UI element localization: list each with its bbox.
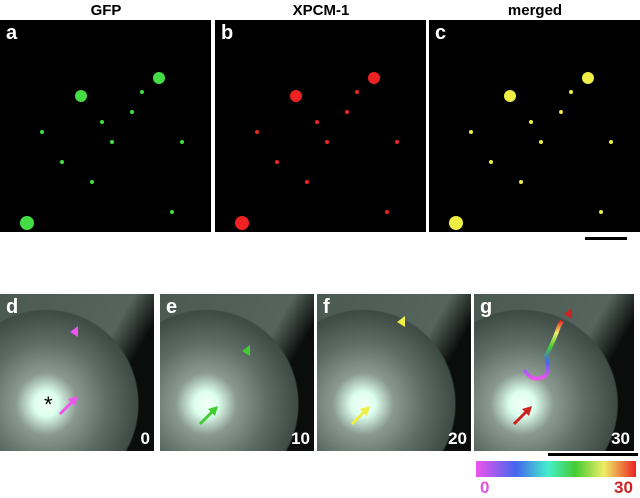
fluorescent-spot (255, 130, 259, 134)
fluorescent-spot (153, 72, 165, 84)
fluorescent-spot (140, 90, 144, 94)
panel-letter: g (480, 296, 493, 318)
panel-letter: a (6, 22, 18, 44)
fluorescent-spot (110, 140, 114, 144)
colorbar-max-label: 30 (614, 478, 633, 497)
fluorescent-spot (609, 140, 613, 144)
fluorescent-spot (449, 216, 463, 230)
panel-letter: c (435, 22, 447, 44)
fluorescent-spot (395, 140, 399, 144)
panel-letter: d (6, 296, 19, 318)
fluorescent-spot (599, 210, 603, 214)
arrow-markers (198, 345, 250, 426)
panel-e: e 10 (160, 294, 314, 451)
fluorescent-spot (368, 72, 380, 84)
arrowhead-marker (70, 326, 78, 337)
fluorescent-spot (90, 180, 94, 184)
panel-letter: b (221, 22, 234, 44)
fluorescent-spot (539, 140, 543, 144)
arrowhead-marker (242, 345, 250, 356)
fluorescent-spot (582, 72, 594, 84)
fluorescent-spot (290, 90, 302, 102)
arrow-markers (58, 326, 78, 416)
panel-f: f 20 (317, 294, 471, 451)
panel-a: a (0, 20, 211, 232)
fluorescent-spot (305, 180, 309, 184)
time-label: 30 (611, 429, 630, 448)
arrowhead-marker (397, 316, 405, 327)
scale-bar-bottom (548, 453, 638, 456)
panel-letter: f (323, 296, 330, 318)
fluorescent-spot (20, 216, 34, 230)
fluorescent-spot (170, 210, 174, 214)
fluorescent-spot (235, 216, 249, 230)
time-colorbar (476, 461, 636, 477)
panel-d: d * 0 (0, 294, 154, 451)
arrow-markers (512, 308, 572, 426)
scale-bar-top (585, 237, 627, 240)
fluorescent-spot (355, 90, 359, 94)
fluorescent-spot (345, 110, 349, 114)
fluorescent-spot (519, 180, 523, 184)
fluorescent-spot (385, 210, 389, 214)
panel-c: c (429, 20, 640, 232)
header-gfp: GFP (90, 2, 122, 19)
fluorescent-spot (60, 160, 64, 164)
fluorescent-spot (100, 120, 104, 124)
time-label: 20 (448, 429, 467, 448)
fluorescent-spot (569, 90, 573, 94)
fluorescent-spot (504, 90, 516, 102)
fluorescent-spot (469, 130, 473, 134)
fluorescent-spot (315, 120, 319, 124)
time-label: 10 (291, 429, 310, 448)
fluorescent-spot (40, 130, 44, 134)
fluorescent-spot (559, 110, 563, 114)
asterisk-marker: * (44, 392, 53, 417)
fluorescent-spot (75, 90, 87, 102)
header-xpcm1: XPCM-1 (292, 2, 350, 19)
fluorescent-spot (325, 140, 329, 144)
header-merged: merged (507, 2, 563, 19)
fluorescent-spot (275, 160, 279, 164)
arrow-markers (350, 316, 405, 426)
fluorescent-spot (180, 140, 184, 144)
fluorescent-spot (529, 120, 533, 124)
panel-letter: e (166, 296, 178, 318)
fluorescent-spot (130, 110, 134, 114)
panel-b: b (215, 20, 426, 232)
fluorescent-spot (489, 160, 493, 164)
arrowhead-marker (564, 308, 572, 319)
panel-g: g 30 (474, 294, 634, 451)
colorbar-min-label: 0 (480, 478, 490, 497)
time-label: 0 (140, 429, 150, 448)
trajectory-path (522, 319, 564, 381)
